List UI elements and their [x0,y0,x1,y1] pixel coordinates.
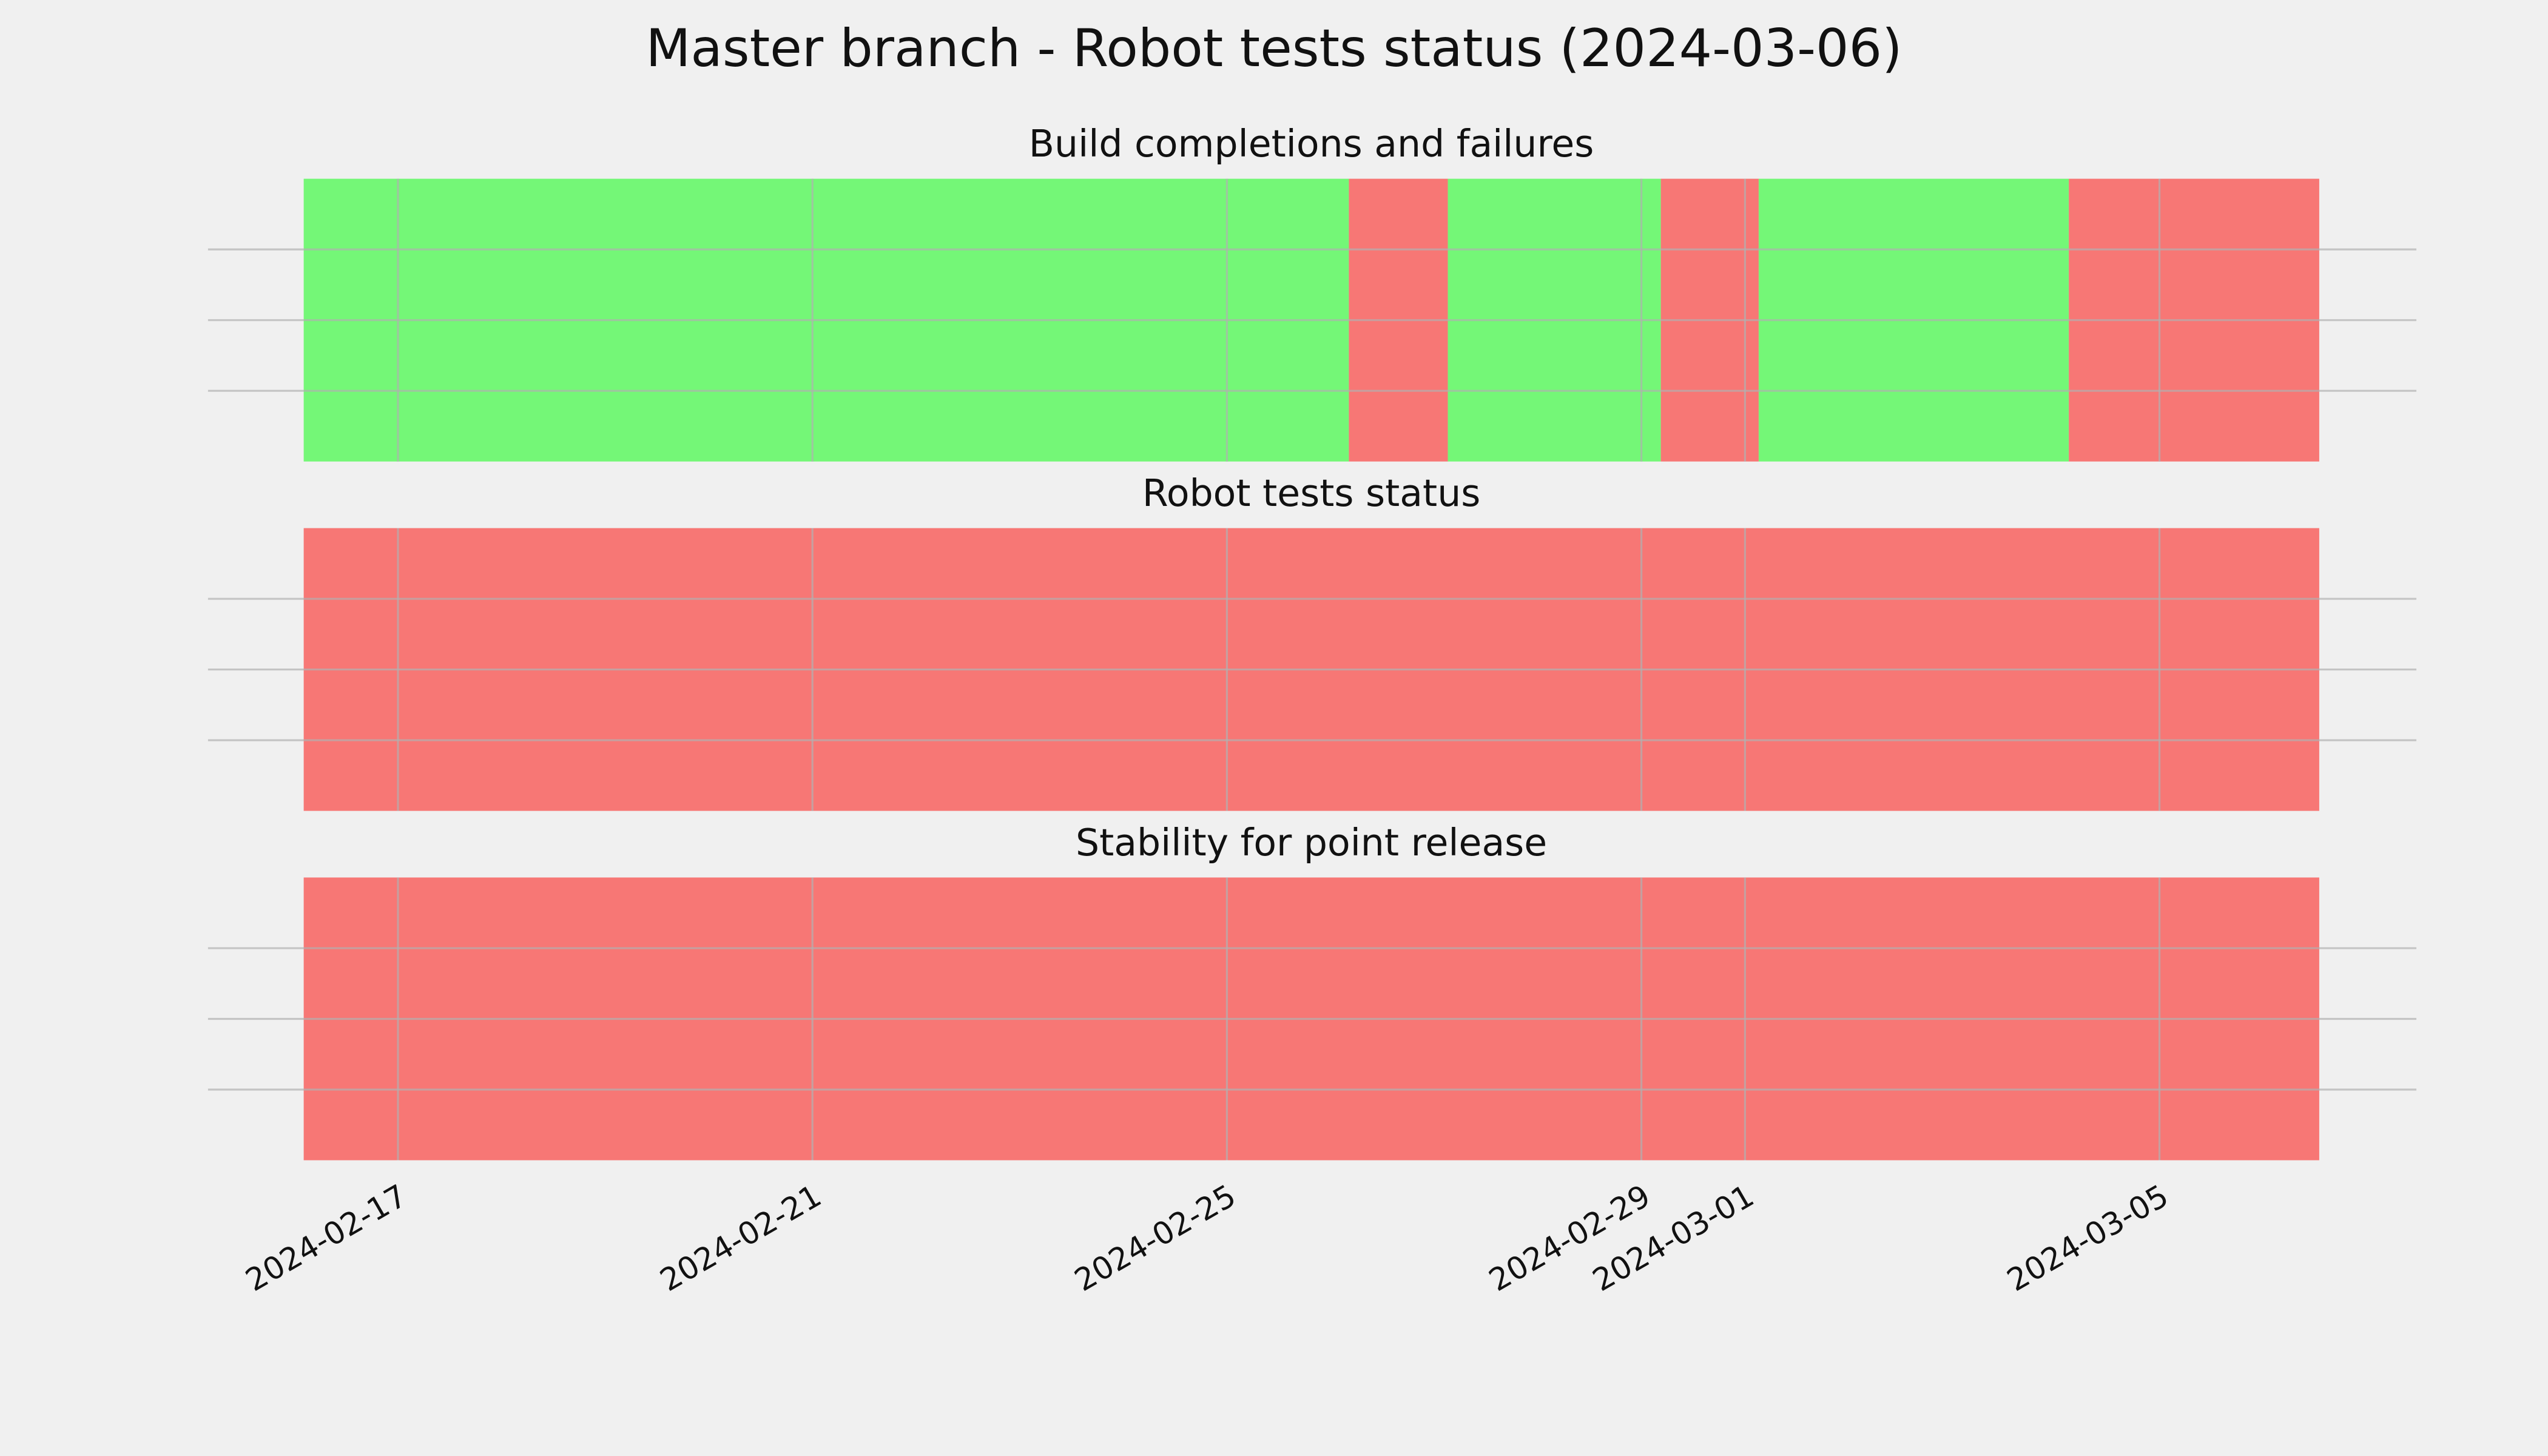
x-tick-label: 2024-03-05 [2001,1178,2175,1299]
panel-title: Robot tests status [1142,471,1480,515]
x-tick-label: 2024-02-17 [240,1178,413,1299]
chart-title: Master branch - Robot tests status (2024… [645,18,1902,79]
panel-title: Stability for point release [1076,821,1547,864]
x-tick-label: 2024-02-25 [1069,1178,1242,1299]
x-tick-label: 2024-02-21 [655,1178,828,1299]
panel-title: Build completions and failures [1029,122,1594,166]
